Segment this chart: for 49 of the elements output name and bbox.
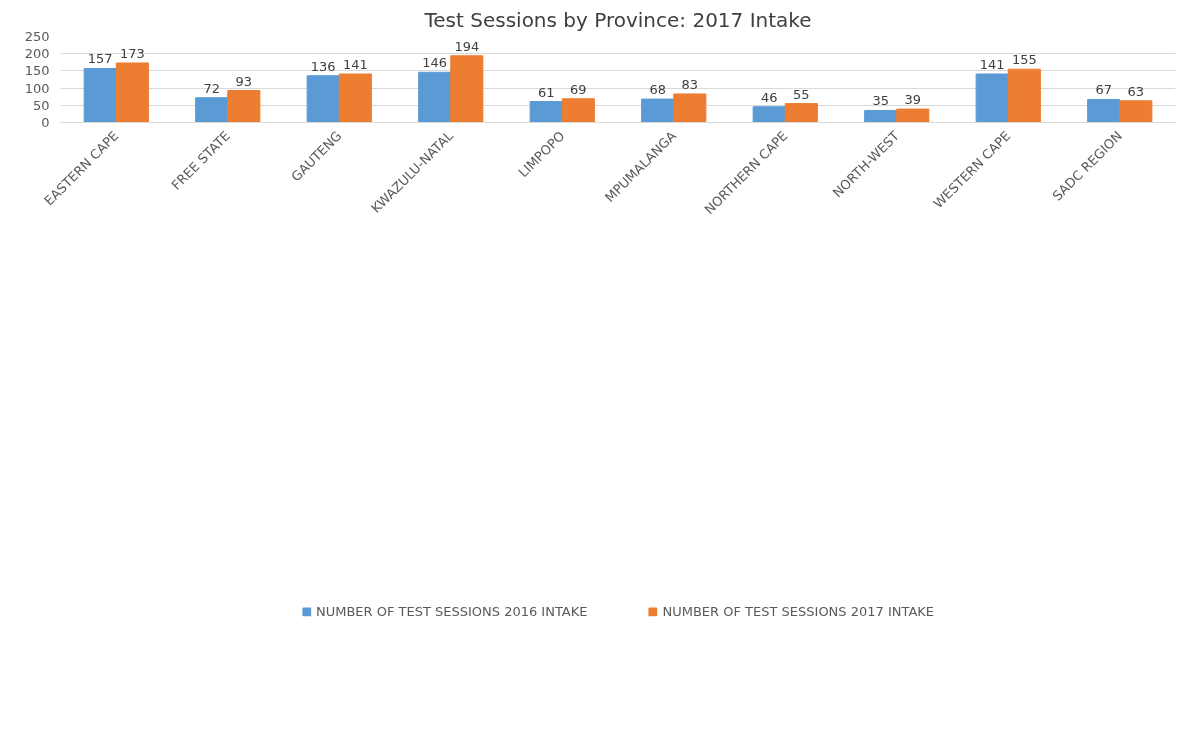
bar bbox=[673, 93, 707, 123]
bar bbox=[227, 90, 261, 123]
data-label: 69 bbox=[570, 81, 587, 97]
bar bbox=[338, 73, 372, 123]
data-label: 67 bbox=[1095, 82, 1112, 98]
data-label: 46 bbox=[760, 89, 778, 105]
legend-label: NUMBER OF TEST SESSIONS 2017 INTAKE bbox=[662, 603, 935, 619]
data-label: 146 bbox=[422, 55, 448, 71]
bar bbox=[1007, 68, 1041, 123]
bar bbox=[529, 101, 563, 123]
bar bbox=[418, 71, 452, 123]
data-label: 157 bbox=[87, 51, 113, 67]
data-label: 55 bbox=[793, 86, 810, 102]
data-label: 39 bbox=[904, 92, 922, 108]
y-tick-label: 0 bbox=[41, 115, 50, 130]
data-label: 68 bbox=[649, 82, 666, 98]
bar bbox=[975, 73, 1009, 123]
y-tick-label: 150 bbox=[24, 63, 50, 79]
bar bbox=[784, 103, 818, 123]
data-label: 63 bbox=[1127, 83, 1145, 99]
bar bbox=[83, 67, 117, 123]
data-label: 141 bbox=[342, 57, 368, 72]
bar bbox=[306, 75, 340, 123]
bar bbox=[896, 108, 930, 123]
data-label: 61 bbox=[537, 84, 555, 100]
legend-label: NUMBER OF TEST SESSIONS 2016 INTAKE bbox=[315, 603, 588, 619]
y-tick-label: 250 bbox=[24, 29, 50, 44]
data-label: 35 bbox=[872, 93, 889, 109]
data-label: 83 bbox=[681, 76, 699, 92]
bar bbox=[561, 98, 595, 123]
bar bbox=[641, 98, 675, 123]
data-label: 136 bbox=[310, 58, 336, 74]
data-label: 72 bbox=[203, 80, 220, 96]
bar bbox=[752, 106, 786, 123]
chart-title: Test Sessions by Province: 2017 Intake bbox=[423, 7, 812, 32]
y-tick-label: 100 bbox=[24, 80, 50, 96]
y-tick-label: 200 bbox=[24, 46, 50, 62]
data-label: 93 bbox=[235, 73, 253, 89]
bar bbox=[115, 62, 149, 123]
bar bbox=[195, 97, 229, 123]
y-tick-label: 50 bbox=[32, 97, 50, 113]
bar bbox=[1119, 100, 1153, 123]
data-label: 194 bbox=[454, 38, 480, 54]
bar bbox=[450, 55, 484, 123]
data-label: 141 bbox=[979, 57, 1005, 72]
bar bbox=[864, 109, 898, 123]
bar bbox=[1087, 98, 1121, 123]
data-label: 155 bbox=[1011, 52, 1037, 68]
data-label: 173 bbox=[119, 45, 145, 61]
